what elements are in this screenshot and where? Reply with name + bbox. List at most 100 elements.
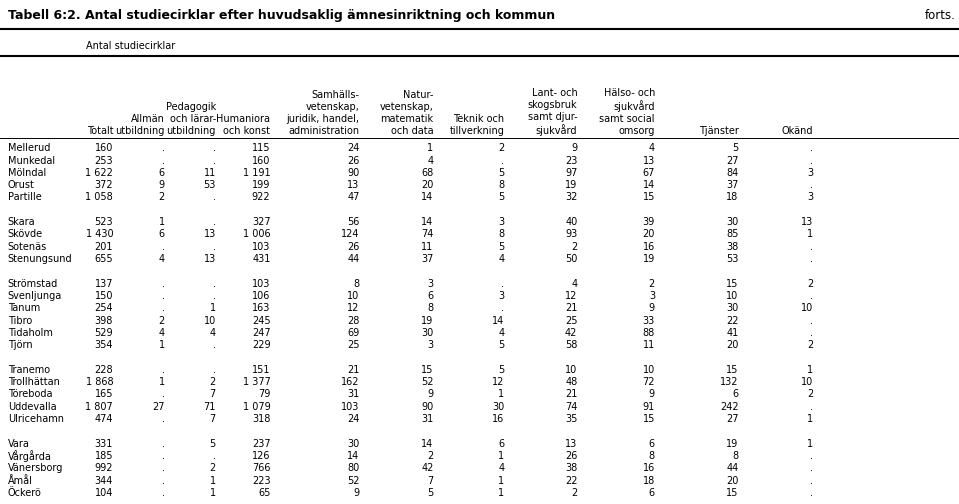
Text: 6: 6 bbox=[649, 438, 655, 449]
Text: 115: 115 bbox=[252, 143, 270, 153]
Text: 26: 26 bbox=[347, 156, 360, 166]
Text: Munkedal: Munkedal bbox=[8, 156, 55, 166]
Text: .: . bbox=[213, 143, 216, 153]
Text: 68: 68 bbox=[421, 168, 433, 178]
Text: .: . bbox=[502, 303, 504, 313]
Text: 14: 14 bbox=[347, 451, 360, 461]
Text: 2: 2 bbox=[427, 451, 433, 461]
Text: 2: 2 bbox=[807, 390, 813, 399]
Text: .: . bbox=[162, 279, 165, 289]
Text: 104: 104 bbox=[95, 488, 113, 498]
Text: .: . bbox=[502, 156, 504, 166]
Text: 16: 16 bbox=[643, 242, 655, 251]
Text: 7: 7 bbox=[209, 390, 216, 399]
Text: Vänersborg: Vänersborg bbox=[8, 463, 63, 473]
Text: 4: 4 bbox=[210, 328, 216, 338]
Text: 6: 6 bbox=[159, 229, 165, 239]
Text: 5: 5 bbox=[498, 340, 504, 350]
Text: 35: 35 bbox=[565, 414, 577, 424]
Text: Uddevalla: Uddevalla bbox=[8, 402, 57, 412]
Text: Orust: Orust bbox=[8, 180, 35, 190]
Text: 19: 19 bbox=[726, 438, 738, 449]
Text: Tjörn: Tjörn bbox=[8, 340, 33, 350]
Text: Antal studiecirklar: Antal studiecirklar bbox=[86, 41, 175, 51]
Text: .: . bbox=[162, 488, 165, 498]
Text: 48: 48 bbox=[565, 377, 577, 387]
Text: 28: 28 bbox=[347, 316, 360, 326]
Text: 2: 2 bbox=[209, 463, 216, 473]
Text: 4: 4 bbox=[499, 254, 504, 264]
Text: Skövde: Skövde bbox=[8, 229, 43, 239]
Text: 9: 9 bbox=[572, 143, 577, 153]
Text: 6: 6 bbox=[649, 488, 655, 498]
Text: Mellerud: Mellerud bbox=[8, 143, 50, 153]
Text: 5: 5 bbox=[498, 168, 504, 178]
Text: 4: 4 bbox=[572, 279, 577, 289]
Text: .: . bbox=[810, 316, 813, 326]
Text: .: . bbox=[810, 180, 813, 190]
Text: 223: 223 bbox=[252, 475, 270, 485]
Text: .: . bbox=[162, 475, 165, 485]
Text: 7: 7 bbox=[427, 475, 433, 485]
Text: 19: 19 bbox=[643, 254, 655, 264]
Text: 160: 160 bbox=[252, 156, 270, 166]
Text: 69: 69 bbox=[347, 328, 360, 338]
Text: 26: 26 bbox=[565, 451, 577, 461]
Text: 106: 106 bbox=[252, 291, 270, 301]
Text: .: . bbox=[162, 143, 165, 153]
Text: 2: 2 bbox=[158, 316, 165, 326]
Text: 15: 15 bbox=[643, 414, 655, 424]
Text: 5: 5 bbox=[498, 365, 504, 375]
Text: 13: 13 bbox=[801, 217, 813, 227]
Text: forts.: forts. bbox=[924, 9, 955, 22]
Text: 6: 6 bbox=[428, 291, 433, 301]
Text: .: . bbox=[810, 402, 813, 412]
Text: 1: 1 bbox=[210, 488, 216, 498]
Text: 58: 58 bbox=[565, 340, 577, 350]
Text: Skara: Skara bbox=[8, 217, 35, 227]
Text: 331: 331 bbox=[95, 438, 113, 449]
Text: 529: 529 bbox=[95, 328, 113, 338]
Text: 8: 8 bbox=[499, 229, 504, 239]
Text: 2: 2 bbox=[498, 143, 504, 153]
Text: 21: 21 bbox=[347, 365, 360, 375]
Text: 372: 372 bbox=[95, 180, 113, 190]
Text: 20: 20 bbox=[643, 229, 655, 239]
Text: 4: 4 bbox=[649, 143, 655, 153]
Text: Trollhättan: Trollhättan bbox=[8, 377, 59, 387]
Text: 199: 199 bbox=[252, 180, 270, 190]
Text: 242: 242 bbox=[720, 402, 738, 412]
Text: .: . bbox=[810, 463, 813, 473]
Text: 7: 7 bbox=[209, 414, 216, 424]
Text: 32: 32 bbox=[565, 193, 577, 203]
Text: .: . bbox=[162, 463, 165, 473]
Text: 1 430: 1 430 bbox=[85, 229, 113, 239]
Text: 8: 8 bbox=[428, 303, 433, 313]
Text: .: . bbox=[162, 390, 165, 399]
Text: 11: 11 bbox=[421, 242, 433, 251]
Text: 4: 4 bbox=[428, 156, 433, 166]
Text: 6: 6 bbox=[733, 390, 738, 399]
Text: 65: 65 bbox=[258, 488, 270, 498]
Text: 245: 245 bbox=[252, 316, 270, 326]
Text: 9: 9 bbox=[649, 390, 655, 399]
Text: 4: 4 bbox=[499, 463, 504, 473]
Text: 27: 27 bbox=[726, 414, 738, 424]
Text: 3: 3 bbox=[428, 340, 433, 350]
Text: 160: 160 bbox=[95, 143, 113, 153]
Text: Samhälls-
vetenskap,
juridik, handel,
administration: Samhälls- vetenskap, juridik, handel, ad… bbox=[287, 90, 360, 136]
Text: 1: 1 bbox=[499, 475, 504, 485]
Text: 23: 23 bbox=[565, 156, 577, 166]
Text: 2: 2 bbox=[571, 488, 577, 498]
Text: 655: 655 bbox=[95, 254, 113, 264]
Text: .: . bbox=[162, 291, 165, 301]
Text: 14: 14 bbox=[492, 316, 504, 326]
Text: .: . bbox=[162, 451, 165, 461]
Text: Stenungsund: Stenungsund bbox=[8, 254, 72, 264]
Text: 3: 3 bbox=[499, 217, 504, 227]
Text: 10: 10 bbox=[643, 365, 655, 375]
Text: Allmän
utbildning: Allmän utbildning bbox=[116, 114, 165, 136]
Text: .: . bbox=[810, 475, 813, 485]
Text: .: . bbox=[810, 328, 813, 338]
Text: 1 377: 1 377 bbox=[243, 377, 270, 387]
